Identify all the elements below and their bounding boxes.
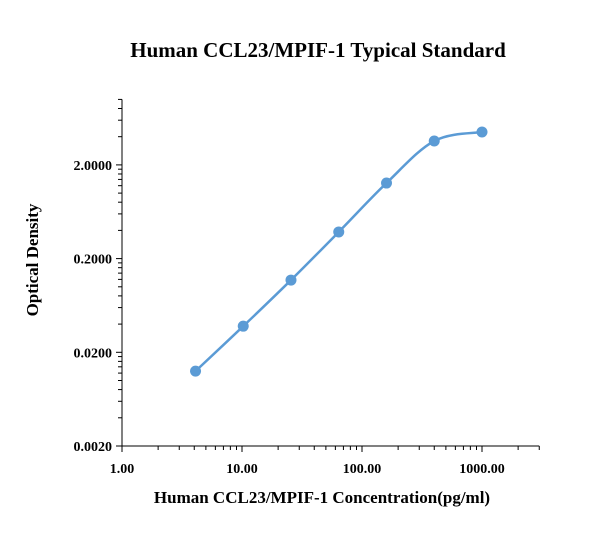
data-point [428, 135, 440, 147]
data-point [380, 177, 392, 189]
x-axis-label: Human CCL23/MPIF-1 Concentration(pg/ml) [153, 488, 491, 507]
data-point [476, 126, 488, 138]
x-tick-label: 10.00 [226, 462, 258, 477]
data-point [190, 365, 202, 377]
y-tick-label: 0.0020 [74, 440, 113, 455]
chart-title: Human CCL23/MPIF-1 Typical Standard [130, 38, 506, 62]
data-point [237, 320, 249, 332]
x-tick-label: 1.00 [110, 462, 135, 477]
data-point [285, 274, 297, 286]
data-point [333, 226, 345, 238]
series-line [194, 130, 483, 373]
y-tick-label: 2.0000 [74, 159, 113, 174]
x-tick-label: 1000.00 [459, 462, 505, 477]
y-tick-label: 0.0200 [74, 346, 113, 361]
x-tick-label: 100.00 [343, 462, 382, 477]
y-tick-label: 0.2000 [74, 253, 113, 268]
